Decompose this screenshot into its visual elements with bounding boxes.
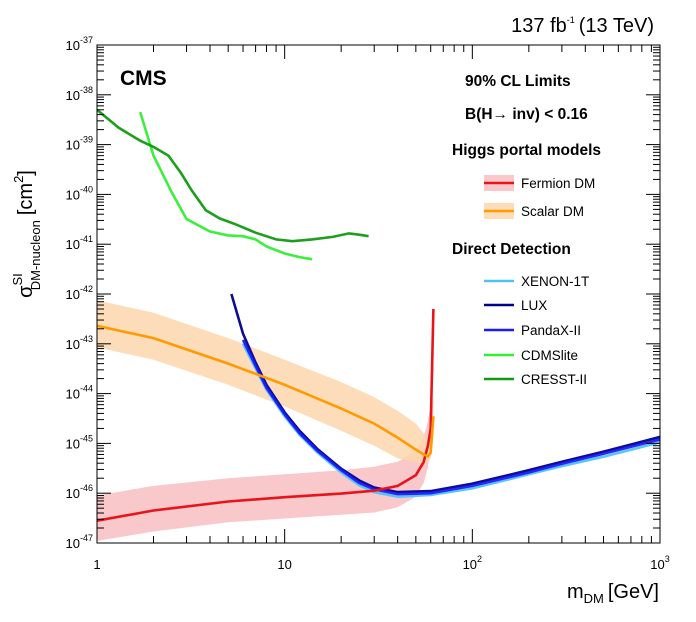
y-tick-label: 10-39 xyxy=(66,135,93,153)
y-tick-exp: -37 xyxy=(80,35,93,45)
legend-scalar-dm-label: Scalar DM xyxy=(521,204,584,219)
legend-fermion-dm-label: Fermion DM xyxy=(521,176,595,191)
y-tick-base: 10 xyxy=(66,536,80,551)
y-tick-labels: 10-3710-3810-3910-4010-4110-4210-4310-44… xyxy=(66,35,93,551)
lumi-value: 137 fb xyxy=(511,15,567,37)
x-tick-label: 10 xyxy=(277,557,291,572)
cdmslite-line xyxy=(138,111,313,261)
fermion-dm-band xyxy=(97,309,434,541)
x-tick-label: 1 xyxy=(93,557,100,572)
energy-label: (13 TeV) xyxy=(579,15,654,37)
y-tick-label: 10-37 xyxy=(66,35,93,53)
y-tick-label: 10-45 xyxy=(66,433,93,451)
lumi-exponent: -1 xyxy=(567,15,575,25)
scalar-dm-line xyxy=(97,324,435,458)
y-tick-label: 10-40 xyxy=(66,184,93,202)
y-tick-exp: -43 xyxy=(80,334,93,344)
x-tick-label: 102 xyxy=(463,554,482,572)
legend-cresst-ii-label: CRESST-II xyxy=(521,372,587,387)
x-axis-title: mDM [GeV] xyxy=(567,581,659,606)
y-tick-exp: -40 xyxy=(80,184,93,194)
y-tick-exp: -46 xyxy=(80,483,93,493)
luminosity-label: 137 fb-1 (13 TeV) xyxy=(511,15,654,37)
experiment-label: CMS xyxy=(120,67,167,90)
cresst-ii-line xyxy=(97,108,369,243)
y-tick-label: 10-43 xyxy=(66,334,93,352)
fermion-dm-line xyxy=(97,308,435,522)
higgs-portal-curves xyxy=(97,308,435,522)
x-tick-label: 103 xyxy=(650,554,669,572)
y-axis-title-sub: DM-nucleon xyxy=(28,220,43,290)
y-tick-exp: -45 xyxy=(80,433,93,443)
direct-detection-heading: Direct Detection xyxy=(452,241,571,258)
y-tick-label: 10-44 xyxy=(66,384,93,402)
pandax-ii-line xyxy=(241,339,660,496)
y-tick-base: 10 xyxy=(66,88,80,103)
legend-pandax-ii-label: PandaX-II xyxy=(521,323,581,338)
y-tick-exp: -44 xyxy=(80,384,93,394)
x-axis-title-sub: DM xyxy=(584,591,604,606)
x-tick-exp: 2 xyxy=(477,554,482,564)
legend: Fermion DM Scalar DM XENON-1T LUX PandaX-II C… xyxy=(484,175,595,387)
axis-ticks xyxy=(96,45,660,544)
y-tick-exp: -47 xyxy=(80,533,93,543)
y-tick-base: 10 xyxy=(66,486,80,501)
y-tick-base: 10 xyxy=(66,337,80,352)
y-axis-title-unit: [cm xyxy=(15,183,37,215)
y-axis-title: σSI DM-nucleon [cm2] xyxy=(10,170,43,298)
x-axis-title-unit: [GeV] xyxy=(608,581,659,603)
legend-cdmslite-label: CDMSlite xyxy=(521,348,578,363)
y-tick-exp: -39 xyxy=(80,135,93,145)
x-tick-exp: 3 xyxy=(665,554,670,564)
y-tick-base: 10 xyxy=(66,287,80,302)
y-tick-base: 10 xyxy=(66,187,80,202)
x-tick-base: 10 xyxy=(277,557,291,572)
legend-xenon-1t-label: XENON-1T xyxy=(521,274,589,289)
y-axis-title-main: σ xyxy=(15,285,37,298)
y-tick-exp: -41 xyxy=(80,234,93,244)
y-tick-exp: -38 xyxy=(80,85,93,95)
y-tick-label: 10-47 xyxy=(66,533,93,551)
y-tick-base: 10 xyxy=(66,237,80,252)
y-tick-base: 10 xyxy=(66,387,80,402)
y-tick-base: 10 xyxy=(66,138,80,153)
plot-area xyxy=(97,108,660,541)
x-tick-base: 1 xyxy=(93,557,100,572)
y-tick-label: 10-38 xyxy=(66,85,93,103)
higgs-portal-heading: Higgs portal models xyxy=(452,142,601,159)
x-tick-base: 10 xyxy=(463,557,477,572)
x-axis-title-main: m xyxy=(567,581,584,603)
y-tick-label: 10-41 xyxy=(66,234,93,252)
y-tick-exp: -42 xyxy=(80,284,93,294)
x-tick-labels: 1 10 102 103 xyxy=(93,554,669,572)
y-tick-base: 10 xyxy=(66,436,80,451)
y-axis-title-sup: SI xyxy=(10,273,25,285)
legend-lux-label: LUX xyxy=(521,298,547,313)
branching-ratio-label: B(H→ inv) < 0.16 xyxy=(465,106,588,123)
x-tick-base: 10 xyxy=(650,557,664,572)
y-tick-base: 10 xyxy=(66,38,80,53)
y-tick-label: 10-46 xyxy=(66,483,93,501)
cl-limits-label: 90% CL Limits xyxy=(465,73,571,90)
y-axis-title-close: ] xyxy=(15,170,37,176)
y-tick-label: 10-42 xyxy=(66,284,93,302)
y-axis-title-unit-sup: 2 xyxy=(11,176,26,183)
